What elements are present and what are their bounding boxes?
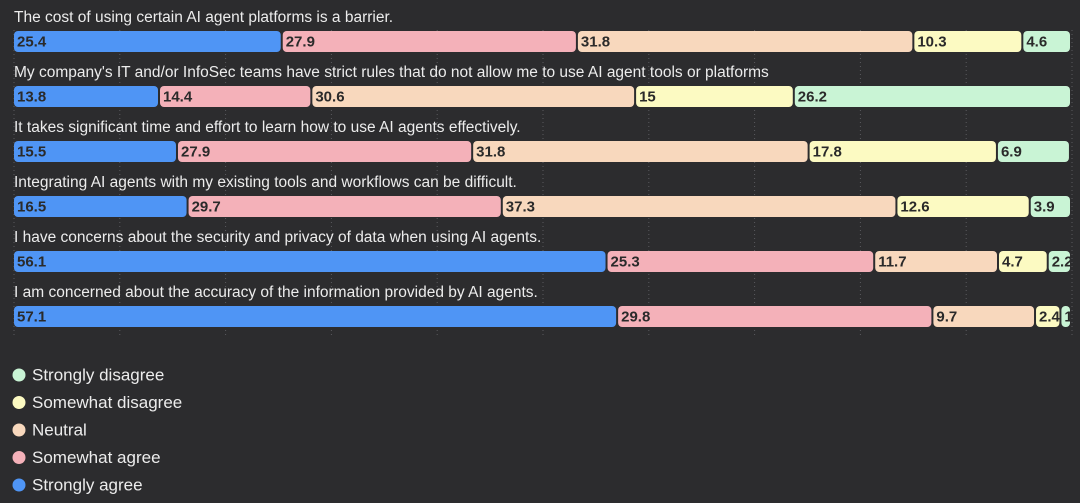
value-label: 4.6 <box>1026 33 1047 50</box>
value-label: 16.5 <box>17 198 46 215</box>
bar-segment <box>1030 196 1070 217</box>
bar-segment <box>1048 251 1070 272</box>
value-label: 25.4 <box>17 33 47 50</box>
rows: The cost of using certain AI agent platf… <box>14 9 1073 327</box>
legend-label: Strongly agree <box>32 475 143 494</box>
legend-marker <box>12 423 26 437</box>
bar-segment <box>875 251 997 272</box>
question-label: I am concerned about the accuracy of the… <box>14 284 538 301</box>
bar-segment <box>1061 306 1070 327</box>
bar-segment <box>577 31 913 52</box>
value-label: 2.4 <box>1039 308 1061 325</box>
value-label: 17.8 <box>813 143 842 160</box>
bar-segment <box>14 86 159 107</box>
bar-segment <box>897 196 1029 217</box>
value-label: 27.9 <box>181 143 210 160</box>
bar-segment <box>502 196 896 217</box>
value-label: 30.6 <box>315 88 344 105</box>
legend-label: Somewhat agree <box>32 448 161 467</box>
value-label: 2.2 <box>1052 253 1073 270</box>
legend-marker <box>12 396 26 409</box>
bar-segment <box>14 141 176 162</box>
value-label: 3.9 <box>1034 198 1055 215</box>
value-label: 57.1 <box>17 308 46 325</box>
value-label: 9.7 <box>936 308 957 325</box>
legend-marker <box>12 478 26 492</box>
legend-marker <box>12 451 26 464</box>
bar-segment <box>282 31 576 52</box>
value-label: 31.8 <box>581 33 610 50</box>
question-label: It takes significant time and effort to … <box>14 119 521 136</box>
bar-segment <box>14 251 606 272</box>
value-label: 26.2 <box>798 88 827 105</box>
question-label: I have concerns about the security and p… <box>14 229 541 246</box>
bar-segment <box>14 31 281 52</box>
value-label: 25.3 <box>611 253 640 270</box>
legend-label: Somewhat disagree <box>32 393 182 412</box>
value-label: 56.1 <box>17 253 46 270</box>
bar-segment <box>1023 31 1070 52</box>
bar-segment <box>618 306 932 327</box>
value-label: 4.7 <box>1002 253 1023 270</box>
value-label: 11.7 <box>878 253 906 270</box>
bar-segment <box>914 31 1022 52</box>
value-label: 6.9 <box>1001 143 1022 160</box>
question-label: My company's IT and/or InfoSec teams hav… <box>14 64 769 81</box>
bar-segment <box>998 251 1047 272</box>
value-label: 10.3 <box>917 33 946 50</box>
value-label: 27.9 <box>286 33 315 50</box>
value-label: 13.8 <box>17 88 46 105</box>
value-label: 29.8 <box>621 308 650 325</box>
value-label: 12.6 <box>900 198 929 215</box>
bar-segment <box>312 86 635 107</box>
bar-segment <box>177 141 472 162</box>
legend-marker <box>12 368 26 382</box>
bar-segment <box>473 141 808 162</box>
legend-label: Strongly disagree <box>32 365 164 384</box>
value-label: 37.3 <box>506 198 535 215</box>
value-label: 15.5 <box>17 143 46 160</box>
bar-segment <box>160 86 311 107</box>
value-label: 29.7 <box>192 198 221 215</box>
bar-segment <box>997 141 1069 162</box>
bar-segment <box>809 141 996 162</box>
bar-segment <box>188 196 501 217</box>
question-label: Integrating AI agents with my existing t… <box>14 174 517 191</box>
value-label: 1 <box>1064 308 1072 325</box>
bar-segment <box>14 306 617 327</box>
value-label: 31.8 <box>476 143 505 160</box>
bar-segment <box>1036 306 1060 327</box>
bar-segment <box>607 251 874 272</box>
legend-label: Neutral <box>32 420 87 439</box>
bar-segment <box>636 86 793 107</box>
bar-segment <box>794 86 1070 107</box>
bar-segment <box>14 196 187 217</box>
value-label: 14.4 <box>163 88 193 105</box>
legend: Strongly disagree Somewhat disagree Neutra… <box>12 365 182 494</box>
grid <box>13 30 1073 335</box>
value-label: 15 <box>639 88 656 105</box>
bar-segment <box>933 306 1035 327</box>
question-label: The cost of using certain AI agent platf… <box>14 9 393 26</box>
